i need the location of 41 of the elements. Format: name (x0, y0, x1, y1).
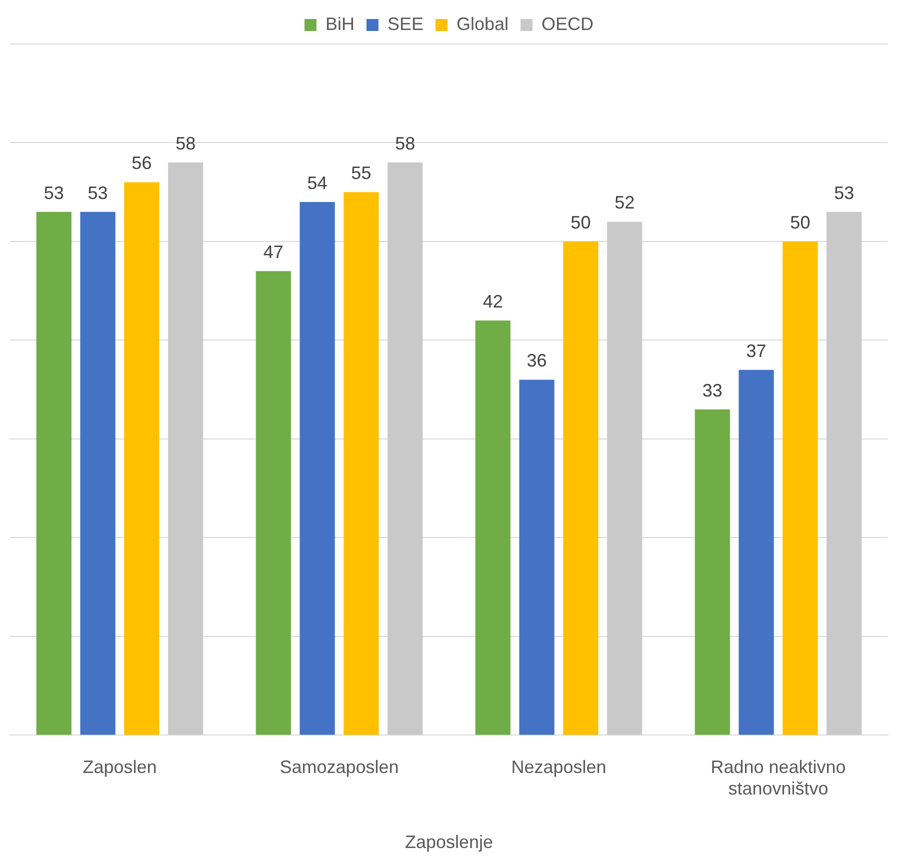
data-label: 37 (746, 340, 766, 361)
bar (475, 320, 510, 735)
bar (694, 409, 730, 735)
bar (782, 241, 818, 735)
data-label: 42 (482, 291, 503, 312)
bar (344, 192, 379, 735)
data-label: 53 (834, 182, 854, 203)
x-tick-label: Zaposlen (82, 756, 157, 777)
data-label: 50 (570, 212, 591, 232)
bar (300, 202, 335, 735)
bar (607, 222, 642, 735)
legend-label: Global (456, 14, 509, 34)
data-label: 50 (790, 212, 810, 232)
data-label: 56 (132, 153, 152, 174)
legend-label: SEE (387, 14, 424, 34)
bar (519, 380, 554, 735)
bar (826, 212, 862, 735)
data-label: 55 (351, 163, 372, 184)
data-label: 58 (176, 133, 196, 154)
data-label: 58 (395, 133, 416, 154)
legend-label: OECD (542, 14, 594, 34)
x-axis-title: Zaposlenje (404, 832, 494, 852)
bar (738, 370, 774, 735)
data-label: 33 (702, 380, 722, 400)
x-tick-label: Samozaposlen (280, 756, 399, 777)
bar (36, 212, 72, 735)
data-label: 53 (88, 182, 108, 203)
bar (388, 162, 423, 735)
bar (124, 182, 160, 735)
bar (80, 212, 116, 735)
data-label: 52 (614, 192, 635, 213)
bar (256, 271, 291, 735)
x-tick-label: Nezaposlen (511, 756, 606, 777)
data-label: 47 (263, 242, 284, 262)
legend-label: BiH (325, 14, 354, 34)
data-label: 36 (526, 350, 547, 371)
bar (563, 241, 598, 735)
x-tick-label: Radno neaktivno stanovništvo (710, 756, 846, 799)
bar (168, 162, 204, 735)
data-label: 54 (307, 172, 328, 193)
data-label: 53 (44, 182, 64, 203)
